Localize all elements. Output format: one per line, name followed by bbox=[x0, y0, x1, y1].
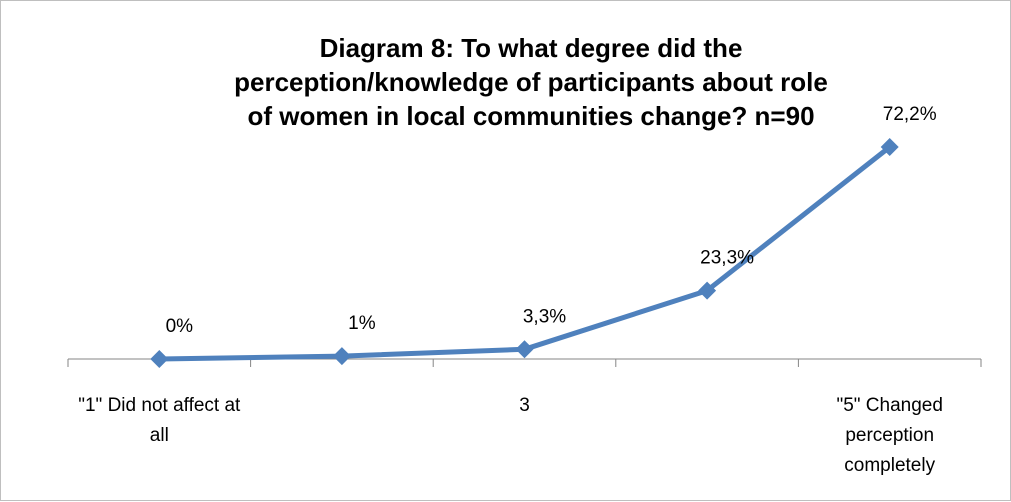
x-tick-label: "1" Did not affect at all bbox=[78, 395, 241, 446]
x-tick-label: "5" Changed perception completely bbox=[836, 395, 943, 476]
marker bbox=[698, 281, 717, 300]
chart-title: Diagram 8: To what degree did the percep… bbox=[234, 33, 828, 131]
data-label: 1% bbox=[348, 313, 376, 334]
marker bbox=[515, 340, 534, 359]
marker bbox=[880, 138, 899, 156]
data-label: 23,3% bbox=[700, 248, 754, 269]
data-label: 0% bbox=[166, 316, 194, 337]
x-tick-label: 3 bbox=[519, 395, 530, 416]
data-label: 3,3% bbox=[523, 306, 566, 327]
data-label: 72,2% bbox=[883, 104, 937, 125]
marker bbox=[332, 347, 351, 366]
marker bbox=[150, 350, 169, 368]
